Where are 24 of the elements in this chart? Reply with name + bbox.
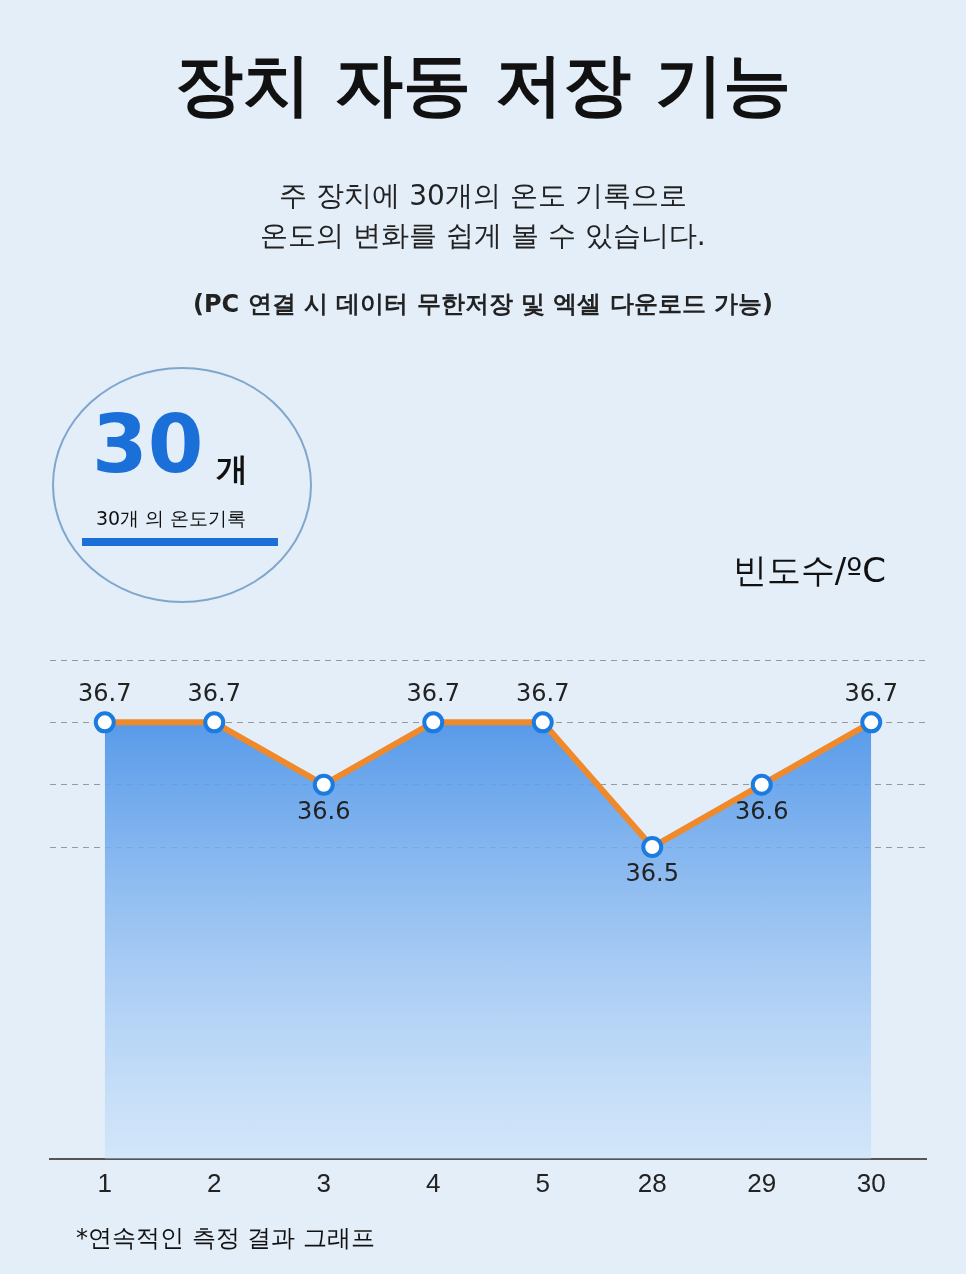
x-tick-label: 30 — [856, 1167, 886, 1198]
data-label: 36.7 — [78, 678, 132, 707]
data-label: 36.6 — [297, 796, 351, 825]
x-tick-label: 28 — [637, 1167, 667, 1198]
data-label: 36.5 — [625, 859, 679, 888]
text: 30 — [92, 398, 204, 491]
data-label: 36.7 — [187, 678, 241, 707]
text: 개 — [216, 449, 248, 490]
y-axis-title: 빈도수/ºC — [732, 549, 886, 592]
x-tick-label: 29 — [747, 1167, 777, 1198]
data-label: 36.6 — [735, 796, 789, 825]
text: (PC 연결 시 데이터 무한저장 및 엑셀 다운로드 가능) — [192, 289, 774, 320]
data-label: 36.7 — [406, 678, 460, 707]
x-tick-label: 1 — [97, 1167, 112, 1198]
chart-title: 장치 자동 저장 기능 — [174, 44, 792, 126]
data-label: 36.7 — [844, 678, 898, 707]
x-tick-label: 5 — [535, 1167, 550, 1198]
chart-subtitle: 주 장치에 30개의 온도 기록으로 온도의 변화를 쉽게 볼 수 있습니다. — [259, 178, 707, 254]
x-tick-label: 4 — [426, 1167, 441, 1198]
x-tick-label: 3 — [316, 1167, 331, 1198]
text: *연속적인 측정 결과 그래프 — [76, 1223, 375, 1254]
x-tick-label: 2 — [207, 1167, 222, 1198]
text: 30개 의 온도기록 — [96, 506, 247, 531]
data-label: 36.7 — [516, 678, 570, 707]
